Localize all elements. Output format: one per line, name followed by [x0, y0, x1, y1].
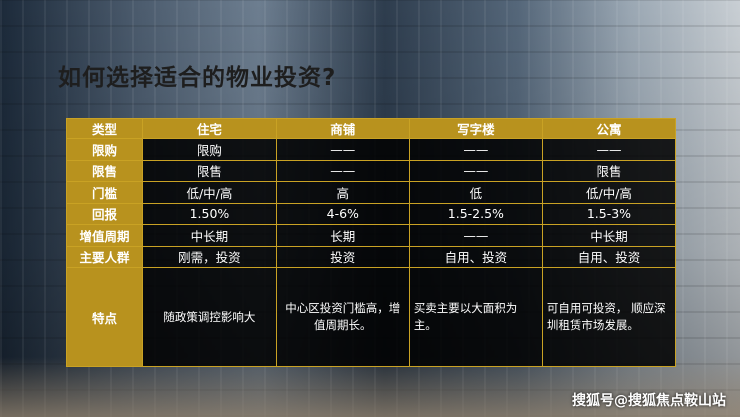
header-type: 类型 [65, 118, 144, 139]
table-cell: 中心区投资门槛高，增值周期长。 [275, 267, 410, 367]
table-cell: 低 [408, 181, 543, 204]
header-apartment: 公寓 [541, 118, 677, 139]
table-cell: 1.5-2.5% [408, 202, 543, 225]
table-row: 回报 1.50% 4-6% 1.5-2.5% 1.5-3% [65, 202, 677, 225]
table-cell: 1.50% [142, 202, 277, 225]
page-title: 如何选择适合的物业投资? [58, 65, 337, 91]
table-row: 主要人群 刚需，投资 投资 自用、投资 自用、投资 [65, 245, 677, 268]
row-label: 特点 [65, 267, 144, 367]
row-label: 限售 [65, 159, 144, 182]
table-cell: —— [408, 224, 543, 247]
table-cell: 限售 [541, 159, 677, 182]
watermark: 搜狐号@搜狐焦点鞍山站 [572, 393, 726, 409]
table-cell: 自用、投资 [408, 245, 543, 268]
table-row: 增值周期 中长期 长期 —— 中长期 [65, 224, 677, 247]
row-label: 回报 [65, 202, 144, 225]
table-cell: —— [408, 159, 543, 182]
table-cell: 高 [275, 181, 410, 204]
table-cell: 随政策调控影响大 [142, 267, 277, 367]
table-cell: 限购 [142, 138, 277, 161]
table-cell: 长期 [275, 224, 410, 247]
table-cell: 可自用可投资， 顺应深圳租赁市场发展。 [541, 267, 677, 367]
table-cell: —— [275, 159, 410, 182]
table-cell: 刚需，投资 [142, 245, 277, 268]
table-row: 门槛 低/中/高 高 低 低/中/高 [65, 181, 677, 204]
header-office: 写字楼 [408, 118, 543, 139]
table-cell: 中长期 [142, 224, 277, 247]
row-label: 限购 [65, 138, 144, 161]
table-cell: 低/中/高 [142, 181, 277, 204]
row-label: 增值周期 [65, 224, 144, 247]
table-cell: 1.5-3% [541, 202, 677, 225]
table-row: 限购 限购 —— —— —— [65, 138, 677, 161]
comparison-table: 类型 住宅 商铺 写字楼 公寓 限购 限购 —— —— —— 限售 限售 —— … [65, 118, 677, 367]
row-label: 主要人群 [65, 245, 144, 268]
table-cell: 限售 [142, 159, 277, 182]
table-cell: 自用、投资 [541, 245, 677, 268]
table-cell: —— [541, 138, 677, 161]
header-residential: 住宅 [142, 118, 277, 139]
table-cell: 投资 [275, 245, 410, 268]
table-cell: —— [408, 138, 543, 161]
table-cell: —— [275, 138, 410, 161]
row-label: 门槛 [65, 181, 144, 204]
table-cell: 4-6% [275, 202, 410, 225]
table-cell: 低/中/高 [541, 181, 677, 204]
table-row: 特点 随政策调控影响大 中心区投资门槛高，增值周期长。 买卖主要以大面积为主。 … [65, 267, 677, 367]
header-shop: 商铺 [275, 118, 410, 139]
table-row: 限售 限售 —— —— 限售 [65, 159, 677, 182]
table-header-row: 类型 住宅 商铺 写字楼 公寓 [65, 118, 677, 139]
table-cell: 中长期 [541, 224, 677, 247]
table-cell: 买卖主要以大面积为主。 [408, 267, 543, 367]
